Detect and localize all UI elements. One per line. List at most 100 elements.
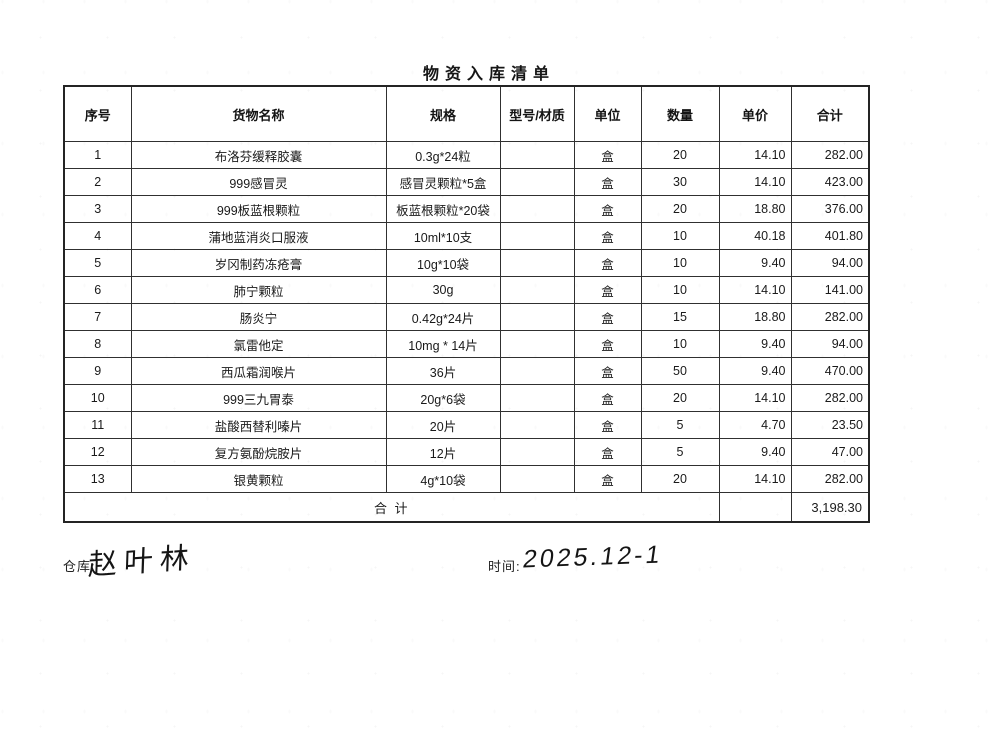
table-cell: 12片 — [385, 438, 501, 466]
table-cell: 20 — [640, 141, 720, 169]
table-row: 4 蒲地蓝消炎口服液 10ml*10支 盒 10 40.18 401.80 — [63, 222, 870, 250]
table-cell: 西瓜霜润喉片 — [130, 357, 387, 385]
table-cell: 4.70 — [718, 411, 792, 439]
table-cell: 36片 — [385, 357, 501, 385]
table-cell: 10g*10袋 — [385, 249, 501, 277]
table-cell: 盒 — [573, 222, 642, 250]
table-cell: 盒 — [573, 141, 642, 169]
table-cell: 14.10 — [718, 276, 792, 304]
table-cell: 8 — [63, 330, 132, 358]
time-value: 2025.12-1 — [521, 540, 665, 574]
table-cell: 3 — [63, 195, 132, 223]
table-cell: 999三九胃泰 — [130, 384, 387, 412]
table-cell: 14.10 — [718, 168, 792, 196]
table-cell: 4 — [63, 222, 132, 250]
table-cell: 14.10 — [718, 465, 792, 493]
table-row: 5 岁冈制药冻疮膏 10g*10袋 盒 10 9.40 94.00 — [63, 249, 870, 277]
table-cell: 布洛芬缓释胶囊 — [130, 141, 387, 169]
table-cell: 376.00 — [790, 195, 870, 223]
table-cell: 9.40 — [718, 249, 792, 277]
table-row: 11 盐酸西替利嗪片 20片 盒 5 4.70 23.50 — [63, 411, 870, 439]
table-cell: 复方氨酚烷胺片 — [130, 438, 387, 466]
table-cell: 40.18 — [718, 222, 792, 250]
table-cell: 9.40 — [718, 330, 792, 358]
table-cell: 470.00 — [790, 357, 870, 385]
table-cell: 999板蓝根颗粒 — [130, 195, 387, 223]
table-cell: 盒 — [573, 357, 642, 385]
table-header-cell: 单价 — [718, 85, 792, 142]
table-cell: 板蓝根颗粒*20袋 — [385, 195, 501, 223]
table-cell: 282.00 — [790, 141, 870, 169]
total-unit-price-empty-cell — [718, 492, 792, 523]
table-cell: 10 — [640, 222, 720, 250]
table-cell: 肠炎宁 — [130, 303, 387, 331]
table-cell: 401.80 — [790, 222, 870, 250]
table-header-cell: 单位 — [573, 85, 642, 142]
table-cell: 9 — [63, 357, 132, 385]
table-cell: 氯雷他定 — [130, 330, 387, 358]
table-cell: 10ml*10支 — [385, 222, 501, 250]
table-header-cell: 数量 — [640, 85, 720, 142]
table-cell: 盒 — [573, 195, 642, 223]
table-cell: 20 — [640, 384, 720, 412]
table-cell: 10 — [63, 384, 132, 412]
table-row: 6 肺宁颗粒 30g 盒 10 14.10 141.00 — [63, 276, 870, 304]
table-cell: 94.00 — [790, 249, 870, 277]
table-cell: 18.80 — [718, 303, 792, 331]
table-cell: 盐酸西替利嗪片 — [130, 411, 387, 439]
table-cell: 盒 — [573, 465, 642, 493]
table-header-cell: 规格 — [385, 85, 501, 142]
table-cell: 20g*6袋 — [385, 384, 501, 412]
table-cell: 18.80 — [718, 195, 792, 223]
table-cell: 2 — [63, 168, 132, 196]
table-cell: 9.40 — [718, 438, 792, 466]
table-header-cell: 序号 — [63, 85, 132, 142]
table-cell: 282.00 — [790, 384, 870, 412]
table-cell: 999感冒灵 — [130, 168, 387, 196]
table-cell: 0.42g*24片 — [385, 303, 501, 331]
table-header-row: 序号 货物名称 规格 型号/材质 单位 数量 单价 合计 — [63, 85, 870, 142]
table-cell: 盒 — [573, 168, 642, 196]
table-cell: 盒 — [573, 384, 642, 412]
table-cell: 20 — [640, 465, 720, 493]
table-cell: 蒲地蓝消炎口服液 — [130, 222, 387, 250]
table-row: 7 肠炎宁 0.42g*24片 盒 15 18.80 282.00 — [63, 303, 870, 331]
table-cell: 7 — [63, 303, 132, 331]
table-cell — [499, 438, 575, 466]
table-cell: 10 — [640, 276, 720, 304]
table-cell: 盒 — [573, 276, 642, 304]
table-cell: 30g — [385, 276, 501, 304]
table-cell: 282.00 — [790, 303, 870, 331]
table-cell — [499, 141, 575, 169]
table-cell: 0.3g*24粒 — [385, 141, 501, 169]
table-cell: 20片 — [385, 411, 501, 439]
table-cell: 14.10 — [718, 384, 792, 412]
table-cell: 12 — [63, 438, 132, 466]
document-title: 物资入库清单 — [423, 66, 556, 83]
table-cell: 20 — [640, 195, 720, 223]
table-header-cell: 型号/材质 — [499, 85, 575, 142]
table-cell — [499, 384, 575, 412]
table-cell: 银黄颗粒 — [130, 465, 387, 493]
table-cell: 4g*10袋 — [385, 465, 501, 493]
total-row: 合 计 3,198.30 — [63, 492, 870, 523]
table-row: 3 999板蓝根颗粒 板蓝根颗粒*20袋 盒 20 18.80 376.00 — [63, 195, 870, 223]
table-cell: 感冒灵颗粒*5盒 — [385, 168, 501, 196]
table-cell: 30 — [640, 168, 720, 196]
table-cell: 423.00 — [790, 168, 870, 196]
total-value: 3,198.30 — [790, 492, 870, 523]
table-cell: 9.40 — [718, 357, 792, 385]
table-cell: 13 — [63, 465, 132, 493]
time-label: 时间: — [488, 559, 521, 574]
table-cell: 14.10 — [718, 141, 792, 169]
table-cell: 6 — [63, 276, 132, 304]
table-cell: 肺宁颗粒 — [130, 276, 387, 304]
table-cell: 23.50 — [790, 411, 870, 439]
total-label: 合 计 — [63, 492, 720, 523]
table-cell — [499, 249, 575, 277]
table-row: 9 西瓜霜润喉片 36片 盒 50 9.40 470.00 — [63, 357, 870, 385]
table-header-cell: 货物名称 — [130, 85, 387, 142]
table-cell: 5 — [640, 438, 720, 466]
inventory-table: 序号 货物名称 规格 型号/材质 单位 数量 单价 合计 1 布洛芬缓释胶囊 0.3g*24粒盒 2… — [63, 85, 870, 523]
